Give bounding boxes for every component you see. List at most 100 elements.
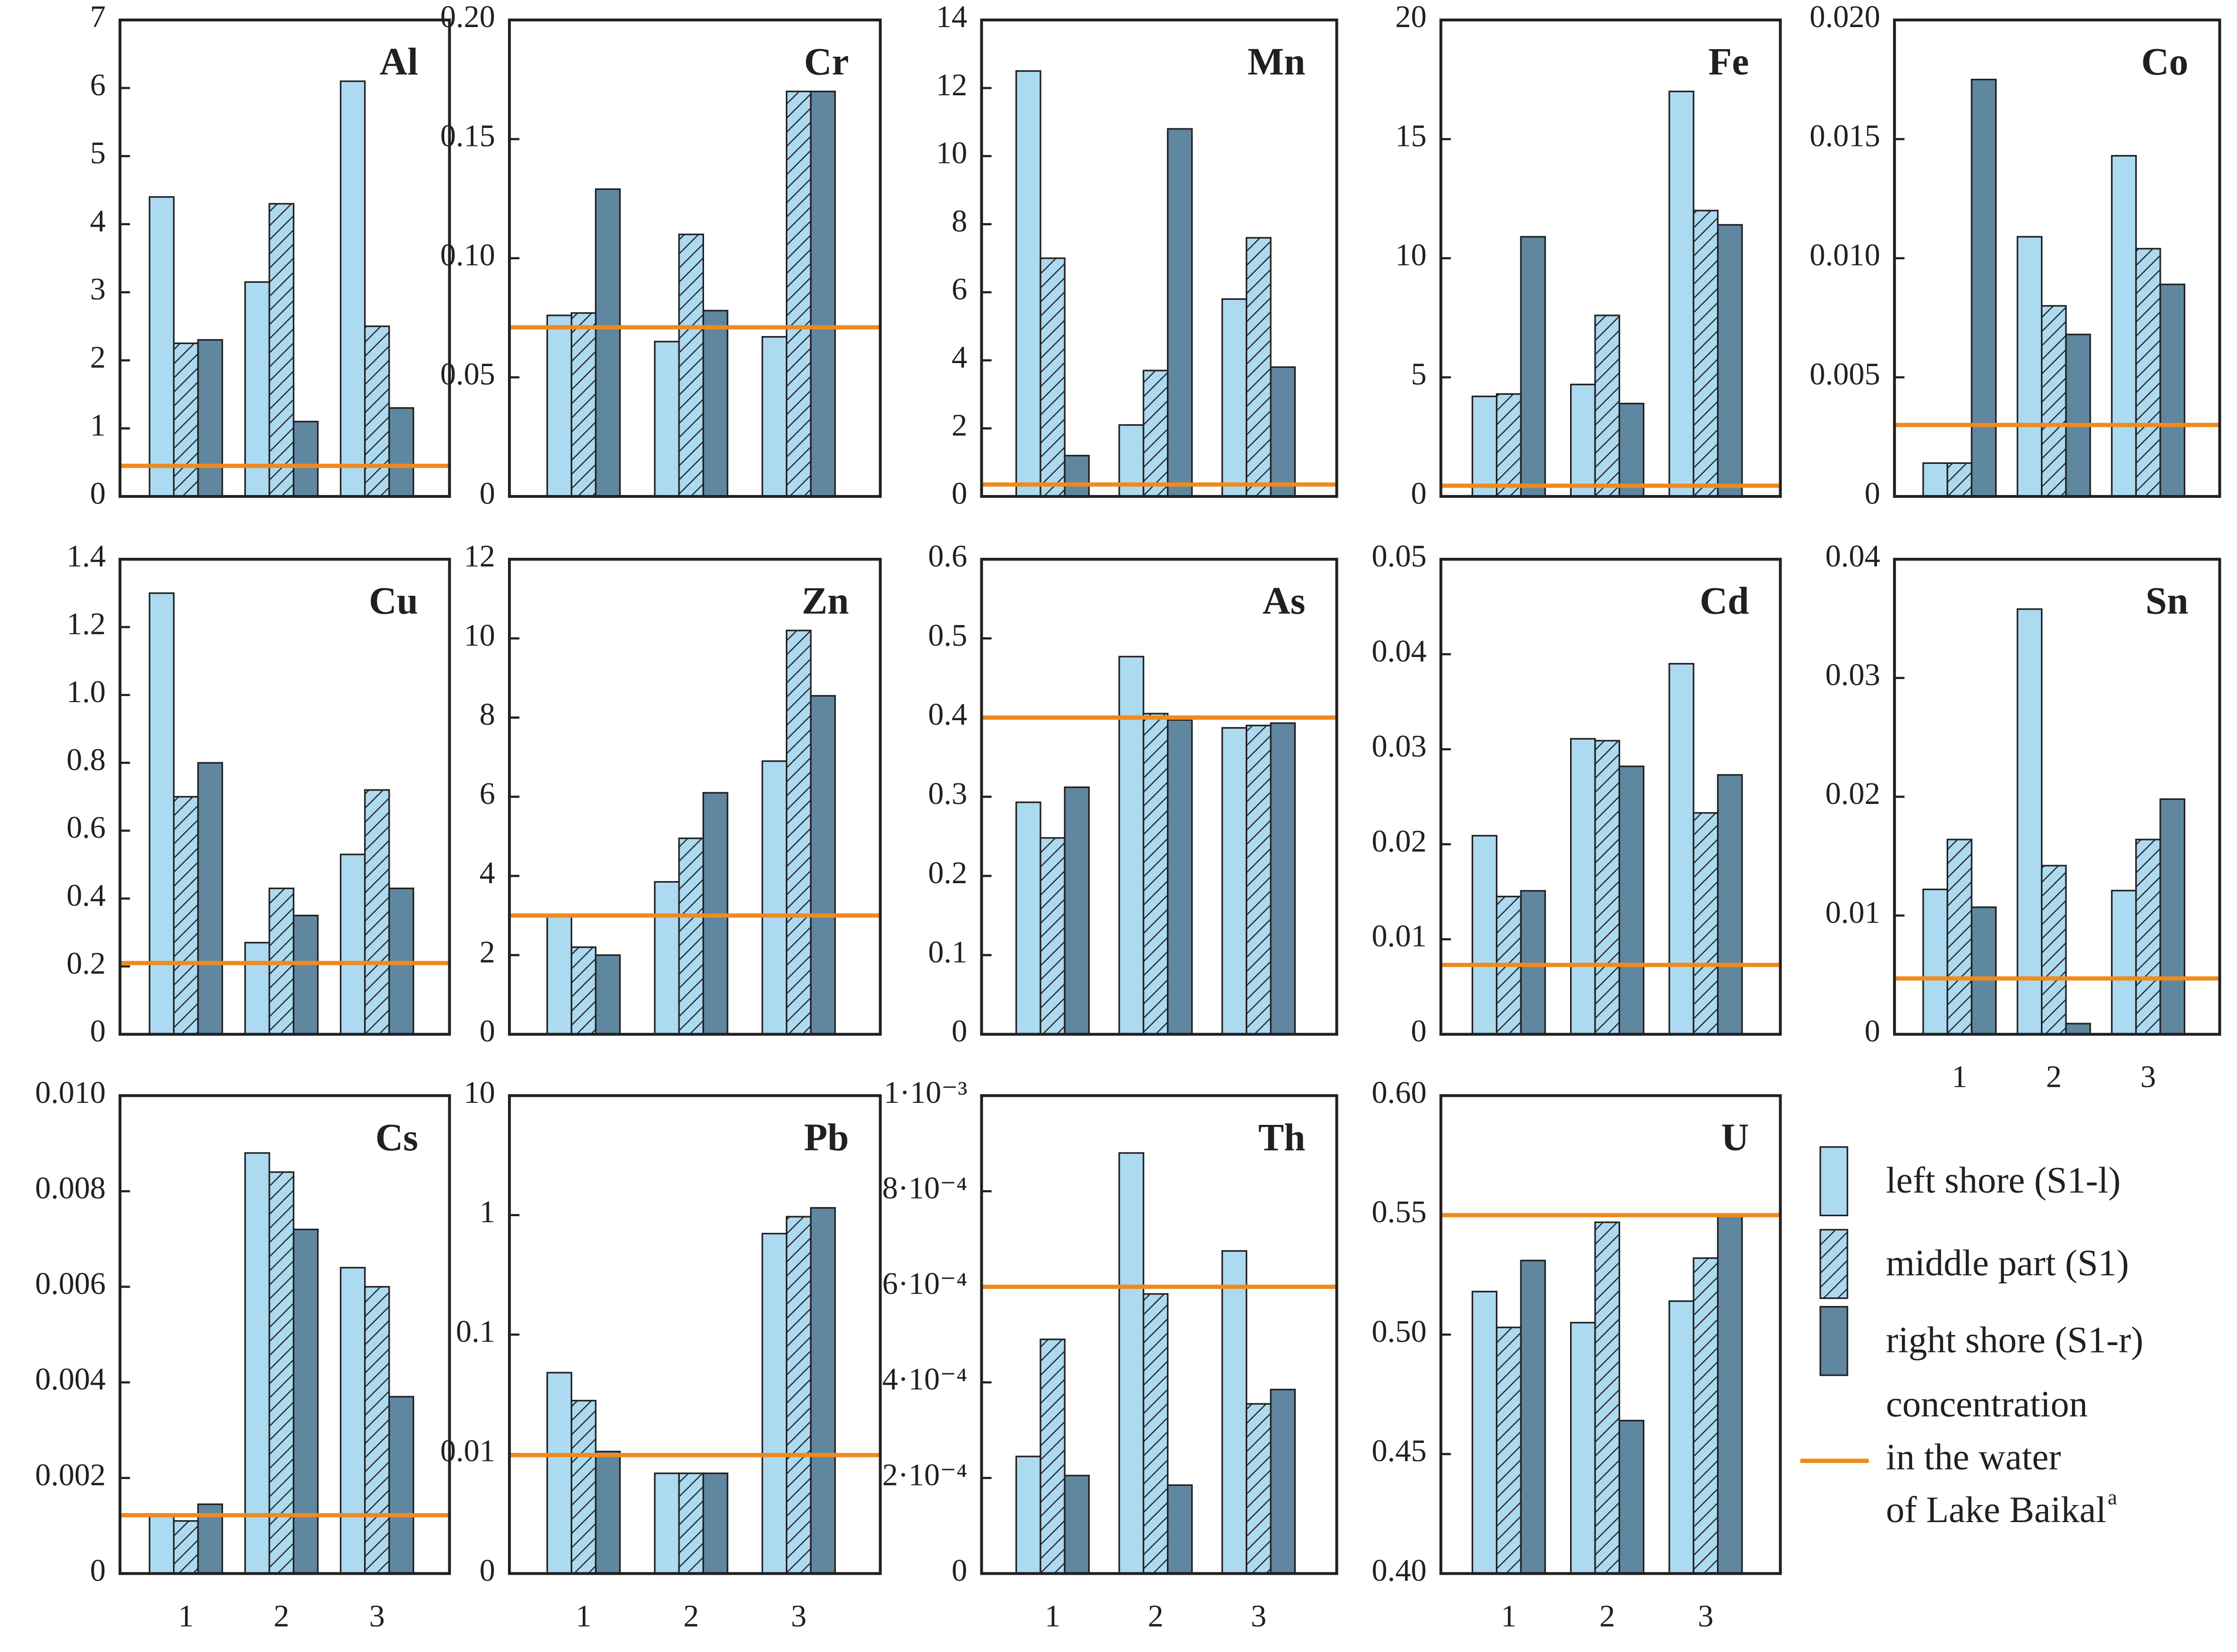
y-tick-label: 1 [479, 1194, 495, 1229]
y-tick-label: 10 [464, 1075, 495, 1110]
bar [2111, 890, 2137, 1035]
panel-title: Mn [1248, 40, 1305, 83]
y-tick-label: 0.4 [928, 697, 967, 732]
y-tick-label: 0.4 [67, 878, 106, 913]
bar [761, 1233, 788, 1575]
bar [244, 942, 270, 1035]
bar [571, 946, 597, 1035]
legend-swatch [1819, 1146, 1848, 1217]
y-tick-label: 0.60 [1371, 1075, 1427, 1110]
bar [173, 796, 199, 1035]
panel-title: Cu [369, 580, 418, 622]
y-tick-label: 2 [90, 340, 106, 375]
y-tick-label: 1.0 [67, 674, 106, 709]
bar [1167, 719, 1193, 1035]
y-tick-label: 0.02 [1371, 823, 1427, 859]
y-tick-label: 8·10⁻⁴ [882, 1171, 967, 1206]
x-tick-label: 1 [1045, 1598, 1060, 1633]
bar [810, 1207, 836, 1575]
y-tick-label: 0.3 [928, 776, 967, 811]
bar [1668, 1300, 1694, 1575]
y-tick-label: 0 [479, 1553, 495, 1588]
y-tick-label: 1 [90, 408, 106, 443]
bar [1618, 1420, 1645, 1575]
x-tick-label: 3 [1251, 1598, 1266, 1633]
y-tick-label: 10 [1395, 237, 1427, 272]
bar [197, 339, 223, 498]
y-tick-label: 0.40 [1371, 1553, 1427, 1588]
bar [1618, 765, 1645, 1035]
bar [1471, 835, 1498, 1035]
bar [2065, 334, 2091, 498]
y-tick-label: 0.01 [1825, 895, 1880, 930]
bar [1142, 370, 1169, 498]
y-tick-label: 4 [952, 340, 967, 375]
bar [339, 1267, 366, 1575]
bar [678, 1472, 705, 1575]
bar [786, 629, 812, 1035]
bar [2016, 236, 2043, 498]
bar [1015, 801, 1042, 1035]
y-tick-label: 0 [1864, 1014, 1880, 1049]
bar [1520, 1259, 1546, 1575]
x-tick-label: 1 [1501, 1598, 1516, 1633]
plot-frame [508, 1094, 882, 1575]
y-tick-label: 0 [952, 475, 967, 511]
bar [148, 592, 175, 1035]
bar [244, 281, 270, 498]
y-tick-label: 0 [952, 1014, 967, 1049]
panel-title: Fe [1708, 40, 1749, 83]
bar [595, 1450, 621, 1575]
bar [1717, 1214, 1743, 1575]
bar [2111, 155, 2137, 498]
bar [595, 954, 621, 1035]
bar [1471, 395, 1498, 498]
plot-frame [118, 18, 451, 498]
panel-title: Zn [802, 580, 849, 622]
bar [2159, 798, 2185, 1035]
bar [1971, 906, 1997, 1035]
bar [1270, 1389, 1296, 1575]
y-tick-label: 0 [1411, 1014, 1427, 1049]
bar [810, 90, 836, 498]
y-tick-label: 0.05 [1371, 538, 1427, 573]
bar [1064, 786, 1090, 1035]
y-tick-label: 0.8 [67, 742, 106, 777]
x-tick-label: 3 [791, 1598, 806, 1633]
y-tick-label: 0.1 [456, 1313, 495, 1349]
bar [1064, 454, 1090, 498]
bar [1221, 727, 1248, 1035]
y-tick-label: 1.2 [67, 606, 106, 641]
bar [1142, 713, 1169, 1035]
bar [1570, 384, 1596, 498]
bar [702, 309, 729, 498]
bar [654, 881, 680, 1035]
bar [1946, 839, 1973, 1035]
legend-label: right shore (S1-r) [1886, 1319, 2143, 1361]
panel-title: Th [1258, 1116, 1305, 1159]
bar [364, 325, 390, 498]
y-tick-label: 6 [479, 776, 495, 811]
bar [1015, 1455, 1042, 1575]
bar [364, 789, 390, 1035]
y-tick-label: 6·10⁻⁴ [882, 1266, 967, 1301]
bar [1971, 79, 1997, 498]
bar [1594, 1221, 1620, 1575]
y-tick-label: 0.6 [928, 538, 967, 573]
y-tick-label: 0.008 [35, 1171, 106, 1206]
y-tick-label: 10 [936, 135, 967, 171]
y-tick-label: 0.04 [1371, 633, 1427, 669]
x-tick-label: 3 [1698, 1598, 1713, 1633]
bar [1594, 740, 1620, 1035]
x-tick-label: 2 [2046, 1059, 2061, 1094]
bar [678, 838, 705, 1035]
panel-title: Cd [1700, 580, 1749, 622]
plot-frame [1439, 1094, 1782, 1575]
y-tick-label: 1·10⁻³ [884, 1075, 967, 1110]
bar [2016, 608, 2043, 1035]
y-tick-label: 7 [90, 0, 106, 34]
plot-frame [1439, 558, 1782, 1036]
plot-frame [980, 1094, 1338, 1575]
